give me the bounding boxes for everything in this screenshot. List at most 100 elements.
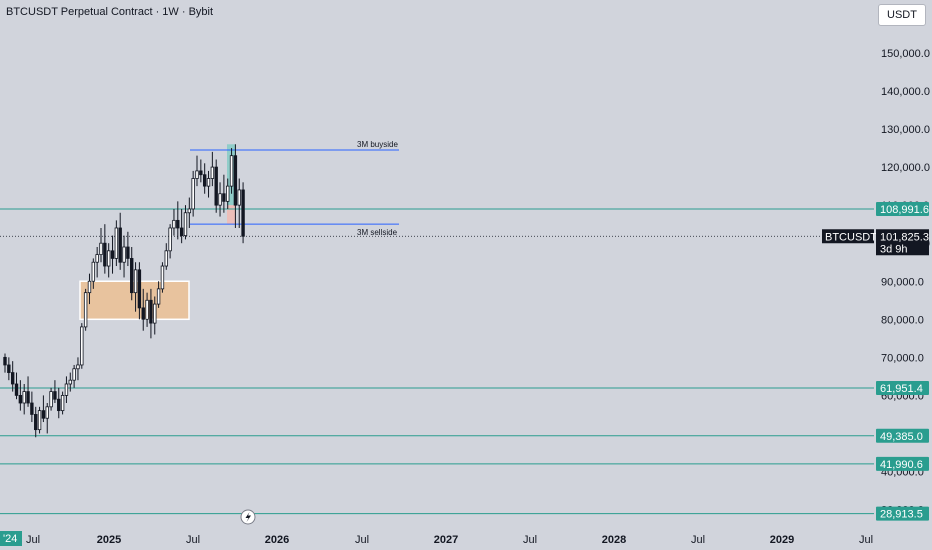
candle xyxy=(153,296,157,335)
cursor-badge xyxy=(0,531,22,546)
candle-body xyxy=(10,372,15,385)
candle-body xyxy=(80,326,84,366)
time-axis-bg xyxy=(0,528,875,550)
currency-button[interactable]: USDT xyxy=(878,4,926,26)
candle xyxy=(60,391,65,415)
price-tick: 90,000.0 xyxy=(881,276,924,288)
candle-body xyxy=(229,155,234,187)
candle-body xyxy=(160,265,165,290)
candle xyxy=(237,178,241,228)
candle xyxy=(122,235,126,278)
candle xyxy=(80,323,84,369)
time-label: 2026 xyxy=(265,534,289,546)
time-label: 2025 xyxy=(97,534,121,546)
candle-body xyxy=(99,242,103,256)
candle xyxy=(22,383,26,415)
candle xyxy=(7,357,11,381)
candle-body xyxy=(118,227,122,263)
time-label: Jul xyxy=(691,534,705,546)
candle-body xyxy=(237,189,241,206)
candle-body xyxy=(195,170,199,179)
candle-body xyxy=(168,227,172,252)
candle xyxy=(133,262,138,312)
candle-body xyxy=(210,166,215,179)
candle-body xyxy=(34,414,38,431)
candle-body xyxy=(41,410,46,419)
candle xyxy=(130,247,134,301)
candle xyxy=(26,376,30,407)
price-tick: 70,000.0 xyxy=(881,352,924,364)
candle xyxy=(218,182,222,217)
candle xyxy=(45,403,49,434)
candle-body xyxy=(183,212,188,236)
time-label: Jul xyxy=(355,534,369,546)
candle xyxy=(187,197,192,228)
sellside-label: 3M sellside xyxy=(357,228,398,237)
candle xyxy=(114,220,119,267)
candle-body xyxy=(30,402,34,415)
candle xyxy=(191,170,195,217)
chart-levels xyxy=(0,149,874,515)
candle xyxy=(3,353,7,373)
candle xyxy=(229,148,234,194)
candle-body xyxy=(91,261,96,282)
candle xyxy=(126,231,130,267)
candle-body xyxy=(3,356,7,366)
candle-body xyxy=(114,227,119,259)
candle-body xyxy=(179,227,184,236)
candle-body xyxy=(60,394,65,412)
candle-body xyxy=(72,368,76,381)
candle xyxy=(72,364,76,388)
candle-body xyxy=(156,288,161,305)
candle-body xyxy=(191,178,195,210)
level-label: 28,913.5 xyxy=(880,509,923,521)
candle-body xyxy=(145,299,149,320)
lightning-icon[interactable] xyxy=(240,509,256,525)
candle-body xyxy=(222,193,226,202)
time-label: 2029 xyxy=(770,534,794,546)
level-badge xyxy=(876,380,929,395)
candle xyxy=(64,376,69,404)
candle xyxy=(168,224,172,259)
candle-body xyxy=(141,307,145,320)
time-label: 2027 xyxy=(434,534,458,546)
candle xyxy=(68,372,72,392)
candle xyxy=(87,273,92,305)
candle xyxy=(241,182,245,244)
chart-annotations: 3M buyside 3M sellside xyxy=(357,140,398,237)
candle-body xyxy=(87,280,92,294)
time-axis[interactable]: Jul 2025 Jul 2026 Jul 2027 Jul 2028 Jul 2029 Jul '2… xyxy=(0,528,875,550)
candle-body xyxy=(149,299,153,324)
candle xyxy=(137,262,142,320)
current-price-badge xyxy=(876,229,929,256)
candle xyxy=(210,151,215,187)
price-axis[interactable]: 150,000.0140,000.0130,000.0120,000.0110,… xyxy=(822,0,932,550)
candle-body xyxy=(126,246,130,259)
symbol-label: BTCUSDT.P xyxy=(825,231,886,243)
candle xyxy=(145,292,149,327)
time-label: Jul xyxy=(186,534,200,546)
cursor-label: '24 xyxy=(3,533,17,545)
candle-body xyxy=(64,383,69,396)
candle xyxy=(57,387,61,419)
candle xyxy=(91,258,96,289)
candle-body xyxy=(45,406,49,419)
level-label: 41,990.6 xyxy=(880,459,923,471)
level-label: 108,991.6 xyxy=(880,204,929,216)
candle xyxy=(222,174,226,213)
candle-body xyxy=(83,292,88,328)
candle-body xyxy=(103,242,107,267)
price-tick: 150,000.0 xyxy=(881,48,930,60)
candle xyxy=(41,395,46,423)
price-tick: 120,000.0 xyxy=(881,162,930,174)
candle xyxy=(10,361,15,392)
price-tick: 130,000.0 xyxy=(881,124,930,136)
level-badge xyxy=(876,506,929,521)
time-label: 2028 xyxy=(602,534,626,546)
candle xyxy=(206,170,211,198)
candle-body xyxy=(226,185,230,202)
chart-title: BTCUSDT Perpetual Contract · 1W · Bybit xyxy=(6,6,213,18)
level-label: 61,951.4 xyxy=(880,383,923,395)
level-badge xyxy=(876,201,929,216)
